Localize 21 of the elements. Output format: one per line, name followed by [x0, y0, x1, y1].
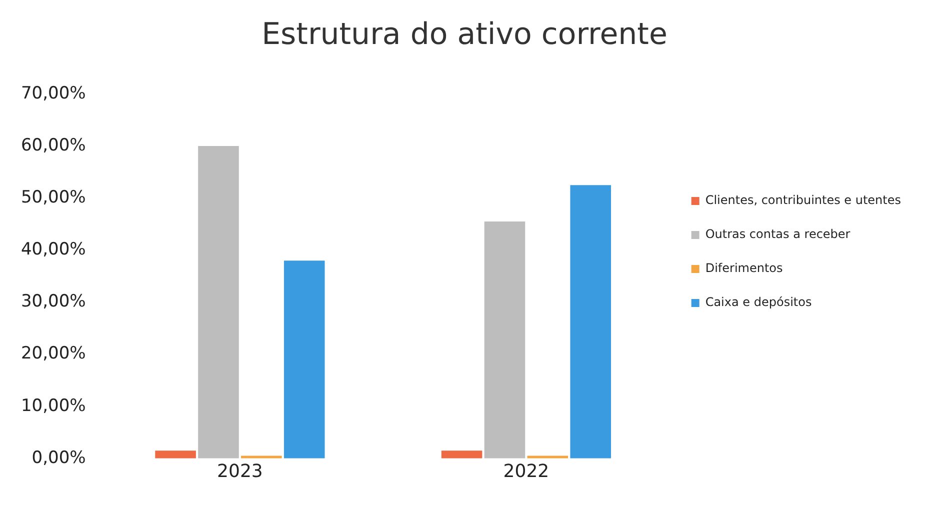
y-tick-label: 0,00%: [32, 448, 86, 468]
legend-label: Clientes, contribuintes e utentes: [705, 193, 902, 208]
y-tick-label: 50,00%: [20, 188, 86, 208]
y-tick-label: 70,00%: [20, 83, 86, 104]
bar: [484, 222, 526, 458]
legend-label: Outras contas a receber: [705, 227, 850, 242]
y-tick-label: 60,00%: [20, 135, 86, 156]
y-tick-label: 20,00%: [20, 344, 86, 364]
x-tick-label: 2023: [217, 460, 263, 482]
x-tick-label: 2022: [503, 460, 550, 482]
bar: [570, 185, 611, 458]
legend-label: Caixa e depósitos: [705, 295, 812, 310]
chart-title: Estrutura do ativo corrente: [262, 16, 668, 52]
y-tick-label: 40,00%: [20, 240, 86, 260]
legend-label: Diferimentos: [705, 261, 783, 276]
bar: [284, 260, 325, 458]
bar: [441, 450, 482, 458]
bar: [198, 146, 239, 458]
y-tick-label: 30,00%: [20, 292, 86, 312]
bar: [155, 450, 196, 458]
y-tick-label: 10,00%: [20, 396, 86, 416]
